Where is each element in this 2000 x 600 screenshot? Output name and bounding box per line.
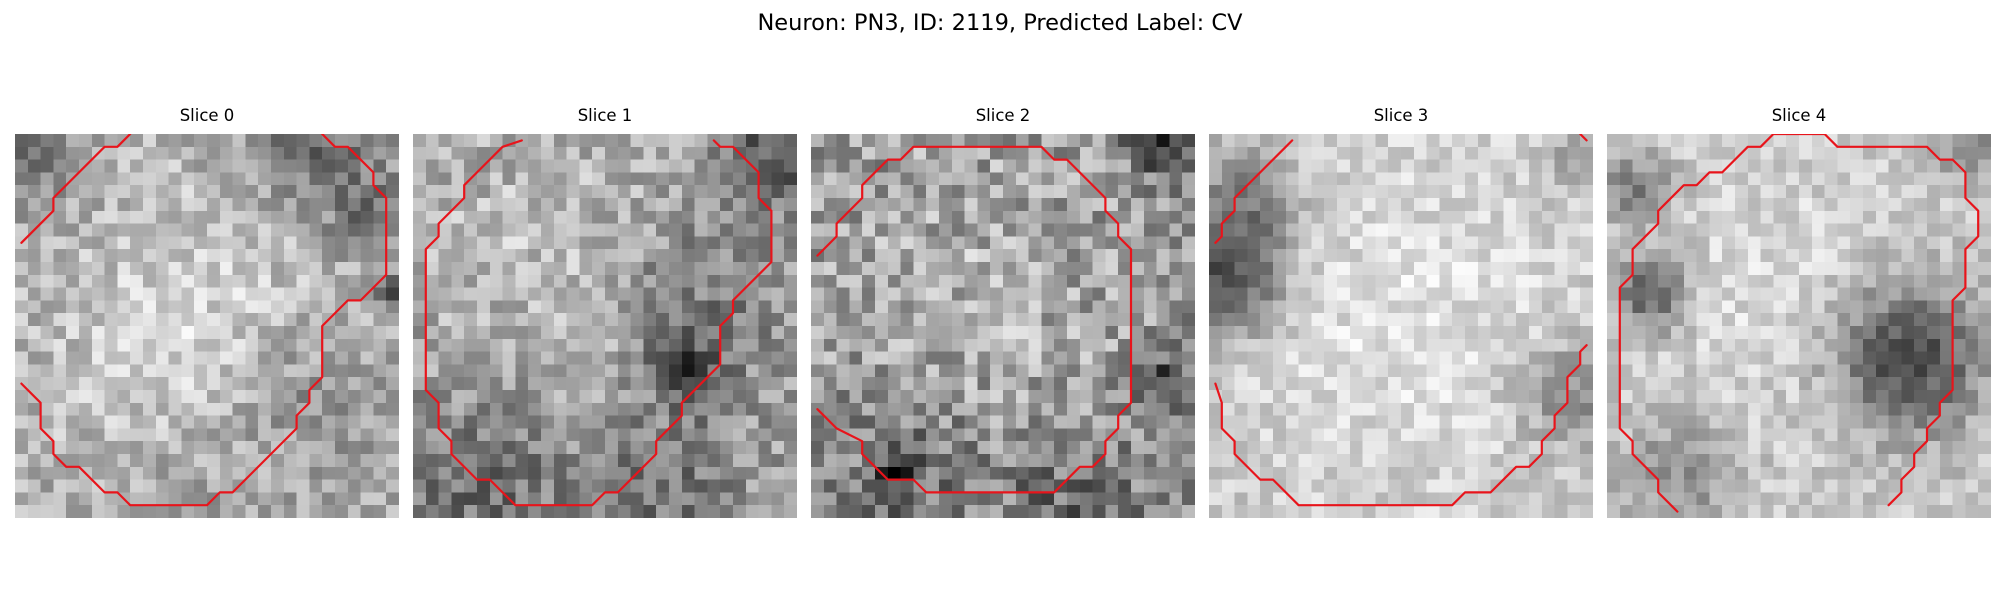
slice-image: [413, 134, 797, 518]
slice-panel-4: Slice 4: [1607, 104, 1991, 524]
slice-image: [811, 134, 1195, 518]
slice-panel-3: Slice 3: [1209, 104, 1593, 524]
figure-title: Neuron: PN3, ID: 2119, Predicted Label: …: [757, 10, 1243, 36]
segmentation-contour: [21, 134, 130, 243]
slice-title: Slice 4: [1771, 106, 1827, 125]
segmentation-contour: [817, 147, 1131, 493]
pixel-grid: [1607, 134, 1991, 518]
segmentation-contour: [1580, 134, 1586, 140]
slice-image: [15, 134, 399, 518]
segmentation-contour: [21, 134, 386, 505]
slice-image: [1209, 134, 1593, 518]
segmentation-contour: [1215, 345, 1586, 505]
slice-panel-1: Slice 1: [413, 104, 797, 524]
pixel-grid: [413, 134, 797, 518]
pixel-grid: [811, 134, 1195, 518]
slice-image: [1607, 134, 1991, 518]
slice-panel-2: Slice 2: [811, 104, 1195, 524]
slice-title: Slice 2: [975, 106, 1031, 125]
pixel-grid: [15, 134, 399, 518]
slice-panel-0: Slice 0: [15, 104, 399, 524]
slice-title: Slice 1: [577, 106, 633, 125]
slice-title: Slice 3: [1373, 106, 1429, 125]
segmentation-contour: [1215, 140, 1292, 242]
segmentation-contour: [1620, 134, 1978, 512]
slice-title: Slice 0: [179, 106, 235, 125]
segmentation-contour: [426, 140, 772, 505]
pixel-grid: [1209, 134, 1593, 518]
